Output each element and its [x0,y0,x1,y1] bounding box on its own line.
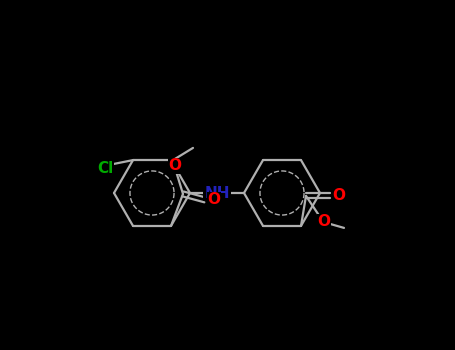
Text: O: O [318,215,330,229]
Text: NH: NH [204,186,230,201]
Text: O: O [333,188,345,203]
Text: O: O [207,193,221,208]
Text: O: O [168,159,182,173]
Text: Cl: Cl [97,161,113,176]
